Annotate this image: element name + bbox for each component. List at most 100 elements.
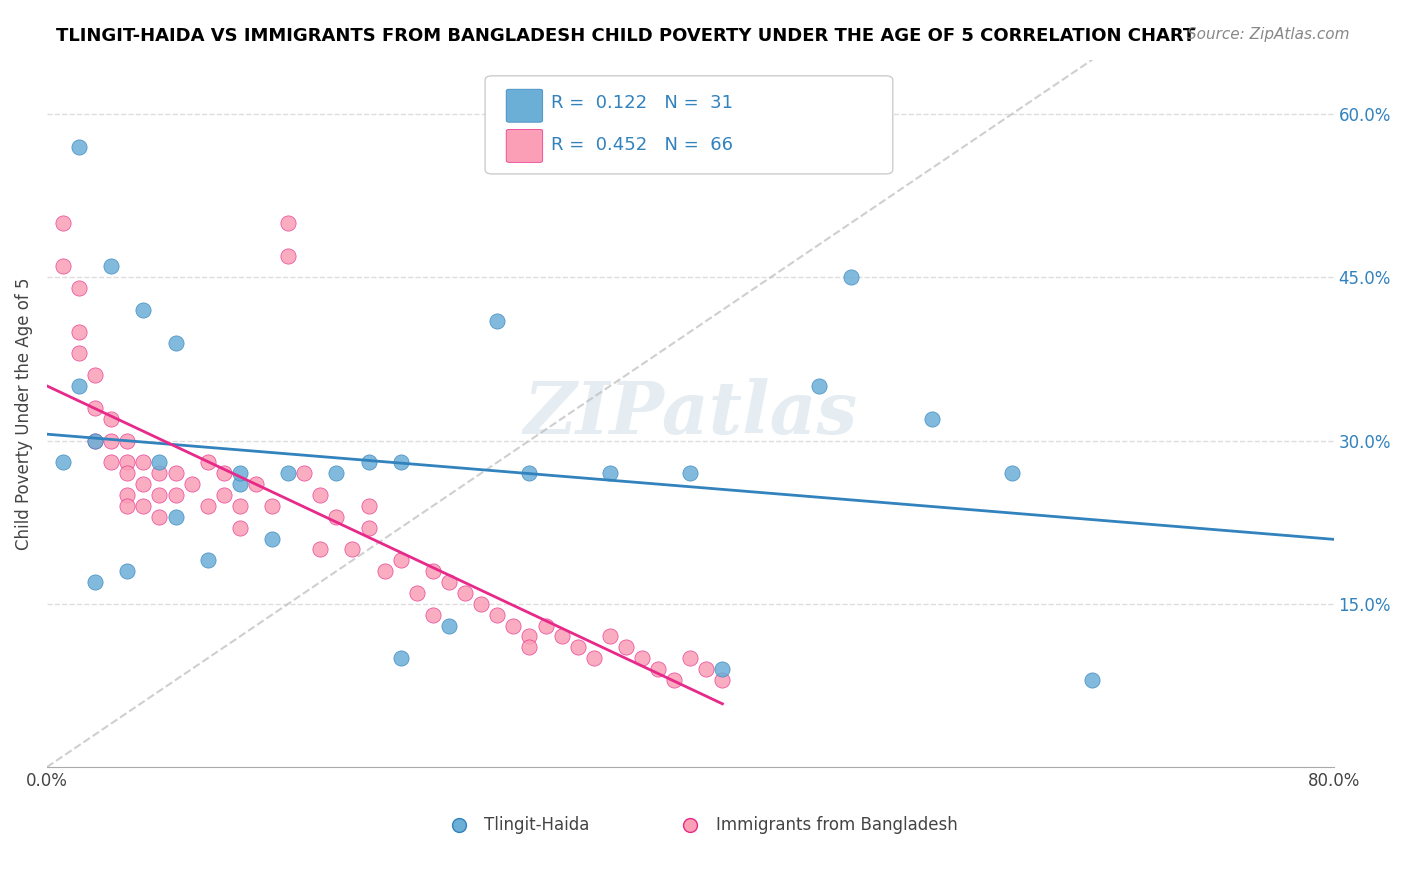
Point <box>148 466 170 480</box>
Point <box>486 607 509 622</box>
Point <box>292 466 315 480</box>
Point <box>325 466 347 480</box>
Point <box>67 379 90 393</box>
Point <box>132 455 155 469</box>
Point <box>422 564 444 578</box>
Point <box>165 466 187 480</box>
Text: R =  0.122   N =  31: R = 0.122 N = 31 <box>551 94 733 112</box>
Point <box>519 630 541 644</box>
Point <box>84 575 107 590</box>
Point <box>229 477 252 491</box>
Point <box>148 455 170 469</box>
Point <box>647 662 669 676</box>
Point <box>486 314 509 328</box>
Point <box>84 434 107 448</box>
Point <box>52 260 75 274</box>
Point <box>100 434 122 448</box>
Point <box>52 455 75 469</box>
Point <box>357 521 380 535</box>
Point <box>437 575 460 590</box>
Point <box>132 302 155 317</box>
Point <box>52 216 75 230</box>
Point <box>67 281 90 295</box>
Point <box>100 455 122 469</box>
Point <box>229 521 252 535</box>
Point <box>519 640 541 655</box>
Point <box>342 542 364 557</box>
Point <box>405 586 427 600</box>
Point <box>197 455 219 469</box>
Point <box>454 586 477 600</box>
Point <box>921 411 943 425</box>
Point <box>582 651 605 665</box>
Point <box>165 335 187 350</box>
Point <box>197 499 219 513</box>
Text: R =  0.452   N =  66: R = 0.452 N = 66 <box>551 136 733 154</box>
Point <box>389 455 412 469</box>
Point <box>262 499 284 513</box>
Text: Tlingit-Haida: Tlingit-Haida <box>485 816 589 834</box>
Text: ZIPatlas: ZIPatlas <box>523 378 858 449</box>
Point <box>309 488 332 502</box>
Point <box>567 640 589 655</box>
Point <box>245 477 267 491</box>
Point <box>229 466 252 480</box>
Point <box>165 488 187 502</box>
Text: Immigrants from Bangladesh: Immigrants from Bangladesh <box>716 816 957 834</box>
Point <box>277 466 299 480</box>
Point <box>197 553 219 567</box>
Point <box>84 434 107 448</box>
Point <box>132 477 155 491</box>
Point <box>599 630 621 644</box>
Point <box>550 849 572 863</box>
Point <box>148 509 170 524</box>
Point <box>1001 466 1024 480</box>
Point <box>165 509 187 524</box>
Point <box>357 455 380 469</box>
Point <box>84 401 107 415</box>
Point <box>100 260 122 274</box>
Point <box>67 346 90 360</box>
Point <box>695 662 717 676</box>
Point <box>117 455 139 469</box>
Point <box>117 466 139 480</box>
Point <box>309 542 332 557</box>
Point <box>67 325 90 339</box>
Point <box>262 532 284 546</box>
Point <box>325 509 347 524</box>
Point <box>711 662 734 676</box>
Point <box>679 466 702 480</box>
Point <box>534 618 557 632</box>
Point <box>212 488 235 502</box>
Point <box>519 466 541 480</box>
Point <box>389 651 412 665</box>
Point <box>374 564 396 578</box>
Point <box>807 379 830 393</box>
Point <box>839 849 862 863</box>
Point <box>132 499 155 513</box>
Point <box>437 618 460 632</box>
Point <box>389 553 412 567</box>
Point <box>212 466 235 480</box>
Point <box>67 139 90 153</box>
Point <box>422 607 444 622</box>
Text: TLINGIT-HAIDA VS IMMIGRANTS FROM BANGLADESH CHILD POVERTY UNDER THE AGE OF 5 COR: TLINGIT-HAIDA VS IMMIGRANTS FROM BANGLAD… <box>56 27 1195 45</box>
Point <box>1081 673 1104 687</box>
Point <box>711 673 734 687</box>
Point <box>117 434 139 448</box>
Point <box>631 651 654 665</box>
Point <box>117 564 139 578</box>
Point <box>664 673 686 687</box>
Point <box>100 411 122 425</box>
Point <box>550 630 572 644</box>
Y-axis label: Child Poverty Under the Age of 5: Child Poverty Under the Age of 5 <box>15 277 32 549</box>
Point <box>180 477 202 491</box>
Point <box>229 499 252 513</box>
Point <box>117 499 139 513</box>
Point <box>470 597 492 611</box>
Point <box>357 499 380 513</box>
Point <box>502 618 524 632</box>
Point <box>84 368 107 383</box>
Point <box>277 248 299 262</box>
Point <box>599 466 621 480</box>
